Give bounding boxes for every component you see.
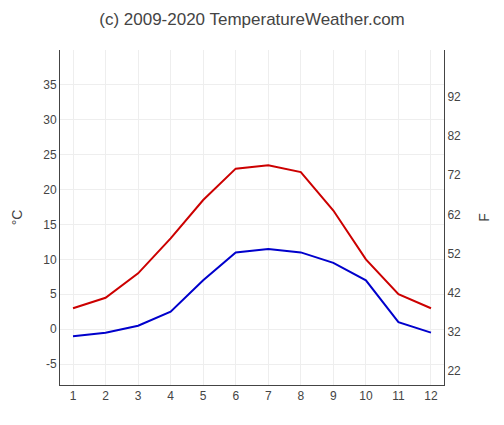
svg-text:92: 92: [447, 90, 461, 104]
svg-text:0: 0: [50, 322, 57, 336]
svg-text:°C: °C: [9, 210, 25, 226]
svg-text:11: 11: [392, 389, 405, 403]
svg-text:-5: -5: [46, 357, 57, 371]
svg-text:7: 7: [265, 389, 272, 403]
svg-text:12: 12: [424, 389, 438, 403]
svg-text:32: 32: [447, 325, 461, 339]
svg-text:5: 5: [200, 389, 207, 403]
svg-text:5: 5: [50, 287, 57, 301]
svg-text:6: 6: [232, 389, 239, 403]
svg-text:3: 3: [135, 389, 142, 403]
svg-text:25: 25: [43, 148, 57, 162]
svg-text:10: 10: [43, 253, 57, 267]
svg-text:(c) 2009-2020 TemperatureWeath: (c) 2009-2020 TemperatureWeather.com: [99, 10, 405, 29]
svg-text:1: 1: [70, 389, 77, 403]
svg-text:82: 82: [447, 129, 461, 143]
svg-text:20: 20: [43, 183, 57, 197]
svg-text:42: 42: [447, 286, 461, 300]
svg-text:30: 30: [43, 113, 57, 127]
svg-text:9: 9: [330, 389, 337, 403]
svg-text:72: 72: [447, 168, 461, 182]
svg-text:F: F: [476, 213, 492, 222]
svg-text:8: 8: [297, 389, 304, 403]
svg-text:10: 10: [359, 389, 373, 403]
svg-text:62: 62: [447, 208, 461, 222]
svg-text:52: 52: [447, 247, 461, 261]
svg-text:2: 2: [102, 389, 109, 403]
svg-text:15: 15: [43, 218, 57, 232]
svg-text:22: 22: [447, 364, 461, 378]
svg-text:35: 35: [43, 78, 57, 92]
svg-text:4: 4: [167, 389, 174, 403]
